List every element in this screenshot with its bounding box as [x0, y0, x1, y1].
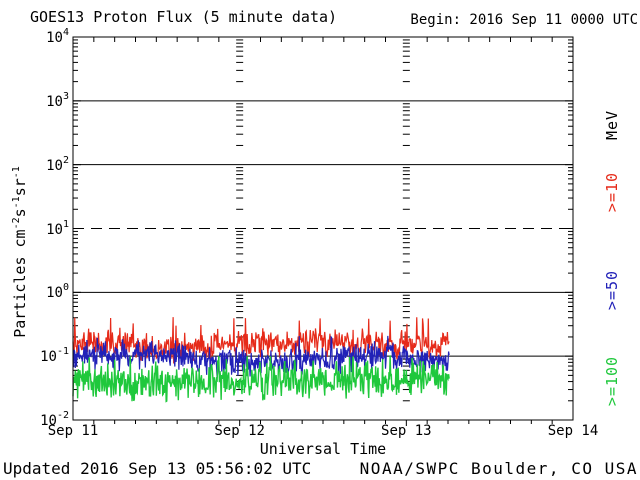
x-tick-label-sep-12: Sep 12	[214, 423, 265, 439]
begin-timestamp: Begin: 2016 Sep 11 0000 UTC	[410, 12, 638, 28]
y-tick-label-1e0: 100	[46, 282, 69, 302]
flux-series-gege100	[72, 355, 450, 403]
footer-updated-timestamp: Updated 2016 Sep 13 05:56:02 UTC	[3, 459, 312, 478]
y-axis-label: Particles cm-2s-1sr-1	[11, 166, 29, 338]
x-tick-label-sep-14: Sep 14	[547, 423, 599, 439]
y-tick-label-1e2: 102	[46, 154, 69, 174]
y-tick-label-1e4: 104	[46, 27, 69, 46]
y-tick-label-1e-2: 10-2	[40, 410, 69, 429]
legend-threshold-ge50: >=50	[603, 269, 621, 311]
y-tick-label-1e1: 101	[46, 218, 69, 238]
y-tick-label-1e-1: 10-1	[40, 346, 69, 365]
chart-title: GOES13 Proton Flux (5 minute data)	[30, 8, 338, 26]
legend-unit-mev: MeV	[603, 109, 621, 141]
x-tick-label-sep-13: Sep 13	[381, 423, 432, 439]
legend-threshold-ge10: >=10	[603, 171, 621, 213]
x-tick-label-sep-11: Sep 11	[47, 423, 99, 439]
footer-source-credit: NOAA/SWPC Boulder, CO USA	[359, 459, 638, 478]
plot-frame	[72, 36, 574, 421]
x-axis-label: Universal Time	[259, 440, 387, 458]
legend-threshold-ge100: >=100	[603, 355, 621, 407]
y-tick-label-1e3: 103	[46, 91, 69, 110]
